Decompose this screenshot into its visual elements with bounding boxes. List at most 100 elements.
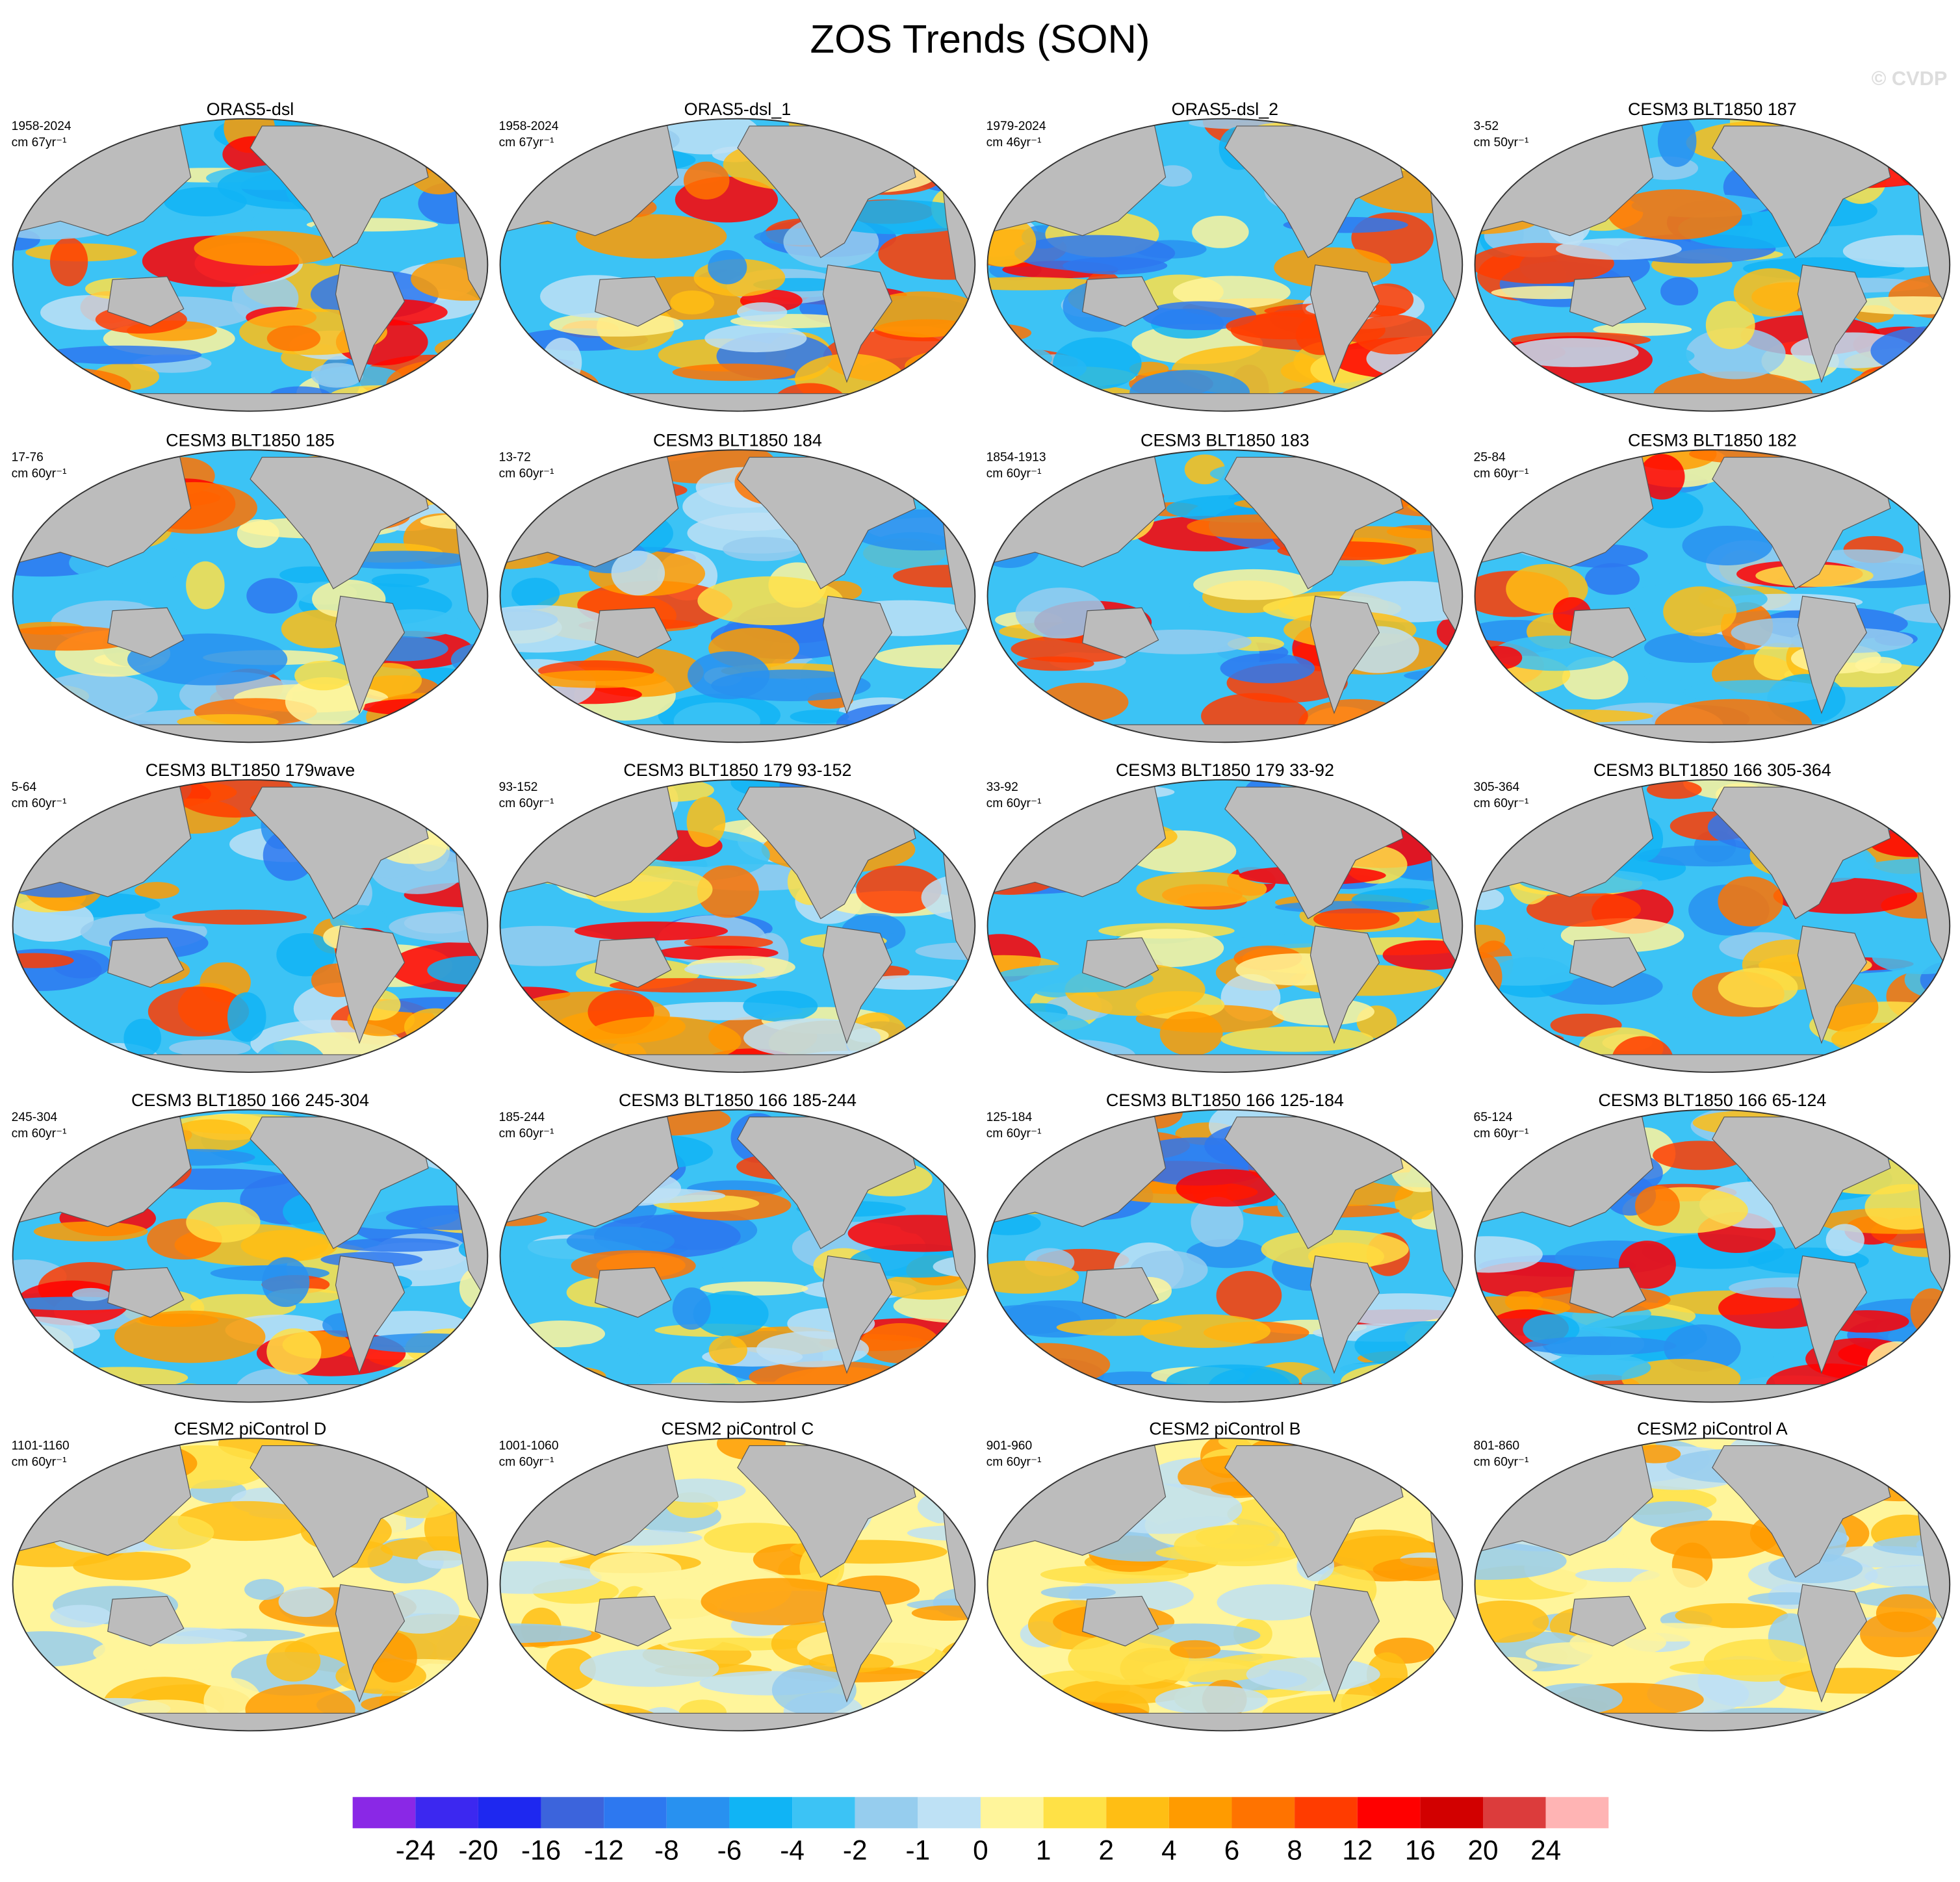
panel-title: CESM3 BLT1850 179wave [146, 760, 355, 780]
ocean-pattern [237, 519, 279, 548]
ocean-pattern [1646, 780, 1702, 799]
ocean-pattern [1829, 118, 1950, 146]
ocean-pattern [33, 1221, 148, 1242]
map-outline [986, 779, 1464, 1073]
land [1082, 1595, 1159, 1647]
ocean-field [500, 450, 975, 743]
ocean-pattern [459, 1267, 488, 1309]
ocean-pattern [172, 909, 307, 925]
ocean-pattern [87, 779, 140, 794]
land [335, 1255, 406, 1374]
panel-units: cm 60yr⁻¹ [986, 1127, 1042, 1141]
land [12, 724, 488, 743]
ocean-pattern [1534, 1057, 1632, 1072]
panel-title: CESM2 piControl A [1637, 1419, 1788, 1439]
colorbar-bin [980, 1797, 1044, 1829]
ocean-pattern [1387, 708, 1463, 741]
ocean-pattern [1038, 682, 1129, 722]
panel-title: ORAS5-dsl_2 [1172, 99, 1279, 119]
ocean-pattern [511, 578, 560, 610]
colorbar-bin [918, 1797, 981, 1829]
ocean-pattern [917, 1486, 975, 1528]
ocean-pattern [940, 1640, 975, 1678]
ocean-pattern [427, 955, 488, 985]
ocean-pattern [859, 975, 957, 990]
land [987, 724, 1463, 743]
ocean-pattern [1136, 871, 1267, 907]
land [595, 276, 672, 327]
panel-units: cm 60yr⁻¹ [12, 467, 67, 481]
ocean-pattern [527, 670, 667, 688]
ocean-pattern [1855, 656, 1902, 674]
land [12, 1054, 488, 1072]
ocean-pattern [12, 626, 139, 651]
ocean-pattern [1155, 1686, 1268, 1715]
panel-title: CESM3 BLT1850 166 245-304 [131, 1090, 369, 1110]
ocean-field [987, 1438, 1463, 1731]
ocean-pattern [1475, 671, 1527, 719]
colorbar-bin [1106, 1797, 1169, 1829]
map-panel: CESM3 BLT1850 166 125-184 125-184 cm 60yr⁻… [986, 1090, 1464, 1403]
ocean-pattern [878, 227, 975, 280]
ocean-pattern [1475, 887, 1504, 910]
ocean-pattern [574, 921, 729, 941]
ocean-pattern [1919, 1654, 1950, 1685]
ocean-pattern [1354, 1321, 1463, 1371]
panel-period: 17-76 [12, 451, 44, 465]
colorbar-bin [541, 1797, 604, 1829]
ocean-pattern [386, 1205, 488, 1230]
panel-period: 801-860 [1474, 1439, 1520, 1453]
land [822, 1255, 893, 1374]
land [12, 1712, 488, 1731]
ocean-pattern [1475, 697, 1521, 730]
ocean-pattern [1475, 363, 1536, 378]
ocean-pattern [357, 1333, 488, 1353]
ocean-pattern [12, 1012, 60, 1029]
ocean-pattern [672, 1287, 711, 1330]
map-outline [499, 779, 976, 1073]
ocean-pattern [450, 643, 488, 677]
panel-title: ORAS5-dsl [207, 99, 294, 119]
ocean-pattern [1172, 276, 1291, 309]
land [1797, 1584, 1868, 1703]
panel-units: cm 60yr⁻¹ [499, 467, 554, 481]
map-panel: CESM3 BLT1850 185 17-76 cm 60yr⁻¹ [12, 431, 489, 743]
land [12, 393, 488, 411]
ocean-pattern [1475, 1031, 1564, 1047]
ocean-pattern [412, 1363, 488, 1402]
colorbar-bin [1420, 1797, 1483, 1829]
land [107, 1267, 185, 1318]
panel-units: cm 60yr⁻¹ [12, 1456, 67, 1469]
ocean-pattern [246, 578, 298, 614]
panel-period: 1854-1913 [986, 451, 1046, 465]
ocean-pattern [918, 1124, 957, 1154]
colorbar-label: -20 [458, 1835, 498, 1865]
colorbar-label: -2 [843, 1835, 868, 1865]
ocean-pattern [863, 1045, 967, 1072]
ocean-pattern [723, 537, 803, 561]
colorbar-bin [1357, 1797, 1421, 1829]
map-outline [499, 1109, 976, 1403]
ocean-pattern [920, 697, 975, 743]
ocean-field [1475, 1438, 1950, 1731]
panel-title: CESM3 BLT1850 182 [1628, 431, 1797, 450]
panel-title: CESM3 BLT1850 184 [653, 431, 822, 450]
land [335, 264, 406, 383]
ocean-pattern [923, 133, 975, 148]
ocean-pattern [114, 1310, 266, 1363]
land [987, 1054, 1463, 1072]
ocean-pattern [1393, 801, 1463, 819]
panel-title: CESM2 piControl C [662, 1419, 814, 1439]
ocean-pattern [93, 1635, 248, 1671]
watermark: © CVDP [1872, 67, 1948, 90]
ocean-field [12, 1438, 488, 1731]
ocean-pattern [32, 1386, 77, 1402]
ocean-pattern [516, 1320, 606, 1348]
panel-units: cm 60yr⁻¹ [1474, 467, 1529, 481]
ocean-pattern [708, 250, 747, 285]
ocean-pattern [22, 1721, 128, 1731]
map-outline [499, 449, 976, 743]
ocean-pattern [420, 513, 488, 530]
map-panel: CESM2 piControl A 801-860 cm 60yr⁻¹ [1474, 1419, 1951, 1732]
land [1475, 1384, 1950, 1402]
